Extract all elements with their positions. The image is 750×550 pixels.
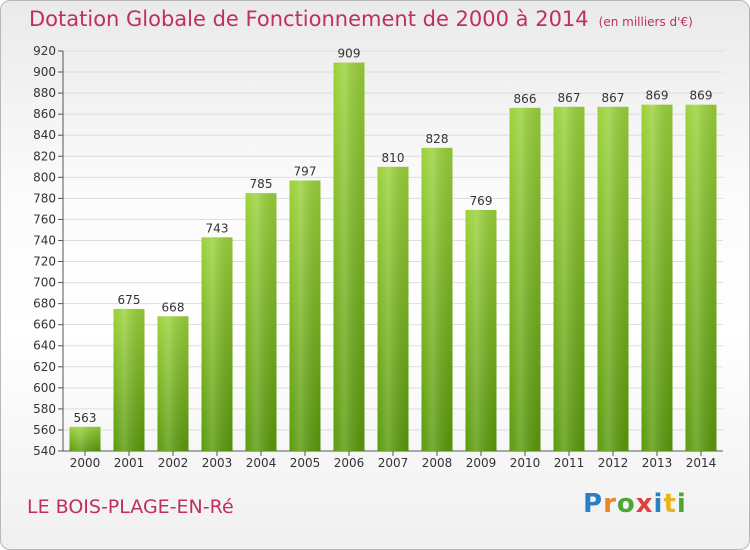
bar-shine	[685, 104, 717, 452]
x-tick-label: 2008	[422, 456, 453, 470]
data-label: 743	[206, 221, 229, 235]
y-tick-label: 660	[33, 318, 56, 332]
chart-subtitle: (en milliers d'€)	[598, 15, 693, 29]
x-tick-label: 2006	[334, 456, 365, 470]
y-tick-label: 760	[33, 212, 56, 226]
bar-shine	[333, 62, 365, 451]
y-tick-label: 900	[33, 65, 56, 79]
x-tick-label: 2009	[466, 456, 497, 470]
y-tick-label: 780	[33, 191, 56, 205]
data-label: 675	[118, 293, 141, 307]
logo-letter: i	[653, 489, 664, 519]
logo-letter: o	[616, 489, 636, 519]
bar-shine	[69, 426, 101, 451]
y-tick-label: 580	[33, 402, 56, 416]
data-label: 867	[558, 91, 581, 105]
data-label: 869	[690, 89, 713, 103]
y-tick-label: 640	[33, 339, 56, 353]
data-label: 909	[338, 47, 361, 61]
y-tick-label: 700	[33, 276, 56, 290]
x-tick-label: 2001	[114, 456, 145, 470]
y-tick-label: 860	[33, 107, 56, 121]
tick-labels: 540 560 580 600 620 640 660 680 700 720 740 760 780 8…	[33, 44, 716, 470]
bar-shine	[157, 316, 189, 451]
bar-shine	[201, 237, 233, 451]
x-tick-label: 2010	[510, 456, 541, 470]
y-tick-label: 720	[33, 255, 56, 269]
y-tick-label: 800	[33, 170, 56, 184]
x-tick-label: 2012	[598, 456, 629, 470]
bar-shine	[465, 209, 497, 451]
x-tick-label: 2013	[642, 456, 673, 470]
y-tick-label: 840	[33, 128, 56, 142]
bar-shine	[113, 308, 145, 451]
logo-letter: x	[635, 489, 654, 519]
logo-letter: t	[663, 489, 677, 519]
data-label: 785	[250, 177, 273, 191]
y-tick-label: 680	[33, 297, 56, 311]
y-tick-label: 920	[33, 44, 56, 58]
x-tick-label: 2007	[378, 456, 409, 470]
bar-shine	[377, 166, 409, 451]
logo-letter: P	[583, 489, 604, 519]
proxiti-logo[interactable]: Proxiti	[583, 489, 687, 519]
data-label: 810	[382, 151, 405, 165]
x-tick-label: 2014	[686, 456, 717, 470]
logo-letter: i	[676, 489, 687, 519]
data-label: 867	[602, 91, 625, 105]
data-label: 828	[426, 132, 449, 146]
bar-shine	[245, 193, 277, 451]
y-tick-label: 880	[33, 86, 56, 100]
x-tick-label: 2003	[202, 456, 233, 470]
x-tick-label: 2004	[246, 456, 277, 470]
data-labels: 563 675 668 743 785 797 909 810 828 769 866 867 867 8…	[74, 47, 713, 425]
y-tick-label: 560	[33, 423, 56, 437]
chart-title: Dotation Globale de Fonctionnement de 20…	[29, 7, 693, 31]
data-label: 866	[514, 92, 537, 106]
y-tick-label: 740	[33, 233, 56, 247]
data-label: 668	[162, 300, 185, 314]
data-label: 563	[74, 411, 97, 425]
logo-letter: r	[603, 489, 617, 519]
data-label: 769	[470, 194, 493, 208]
x-tick-label: 2000	[70, 456, 101, 470]
bar-shine	[289, 180, 321, 451]
x-tick-label: 2011	[554, 456, 585, 470]
bar-shine	[597, 106, 629, 451]
data-label: 797	[294, 164, 317, 178]
bar-shine	[421, 147, 453, 451]
x-tick-label: 2005	[290, 456, 321, 470]
bar-shine	[553, 106, 585, 451]
data-label: 869	[646, 89, 669, 103]
bar-shine	[509, 107, 541, 451]
y-tick-label: 600	[33, 381, 56, 395]
y-tick-label: 540	[33, 444, 56, 458]
bars	[69, 62, 717, 452]
y-tick-label: 820	[33, 149, 56, 163]
commune-name: LE BOIS-PLAGE-EN-Ré	[27, 496, 234, 518]
x-tick-label: 2002	[158, 456, 189, 470]
bar-shine	[641, 104, 673, 452]
y-tick-label: 620	[33, 360, 56, 374]
